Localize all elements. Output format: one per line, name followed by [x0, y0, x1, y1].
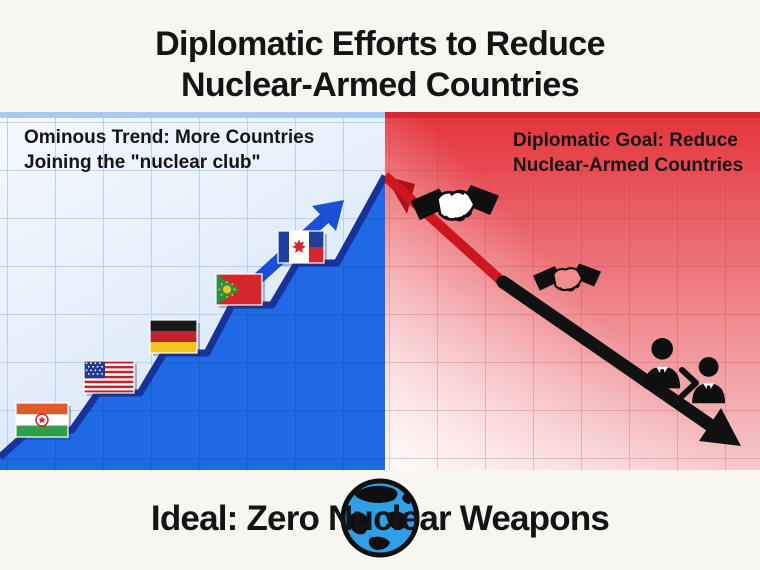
page-title-line2: Nuclear-Armed Countries — [180, 66, 580, 104]
rising-trend-graphic — [0, 112, 385, 470]
trend-panels: Ominous Trend: More Countries Joining th… — [0, 112, 760, 470]
rising-trend-panel: Ominous Trend: More Countries Joining th… — [0, 112, 385, 470]
flag-green-red-sun-icon — [215, 273, 265, 308]
person-right-icon — [692, 357, 726, 404]
page-title-line1: Diplomatic Efforts to Reduce — [155, 25, 605, 63]
declining-trend-panel: Diplomatic Goal: Reduce Nuclear-Armed Co… — [385, 112, 760, 470]
flag-india-icon — [15, 402, 71, 440]
left-heading-line2: Joining the "nuclear club" — [24, 152, 261, 173]
chevron-right-icon — [679, 367, 699, 399]
page-title: Diplomatic Efforts to Reduce Nuclear-Arm… — [0, 24, 760, 106]
footer-band: Ideal: Zero Nuclear Weapons — [0, 470, 760, 570]
flag-germany-icon — [149, 319, 200, 356]
negotiators-icon — [644, 338, 726, 404]
right-panel-heading: Diplomatic Goal: Reduce Nuclear-Armed Co… — [513, 128, 743, 178]
declining-trend-graphic — [385, 112, 760, 470]
globe-icon — [337, 475, 423, 566]
flag-usa-icon — [83, 360, 137, 396]
flag-canada-icon — [277, 230, 327, 266]
handshake-large-icon — [411, 185, 499, 222]
right-heading-line1: Diplomatic Goal: Reduce — [513, 130, 738, 151]
handshake-small-icon — [533, 263, 601, 292]
maple-leaf-icon — [292, 239, 306, 253]
right-panel-top-edge — [385, 112, 760, 118]
left-panel-top-edge — [0, 112, 385, 118]
left-heading-line1: Ominous Trend: More Countries — [24, 127, 315, 148]
right-heading-line2: Nuclear-Armed Countries — [513, 155, 744, 176]
person-left-icon — [644, 338, 681, 389]
left-panel-heading: Ominous Trend: More Countries Joining th… — [24, 125, 314, 175]
footer-caption: Ideal: Zero Nuclear Weapons — [150, 499, 610, 538]
down-right-arrow-icon — [385, 172, 741, 446]
